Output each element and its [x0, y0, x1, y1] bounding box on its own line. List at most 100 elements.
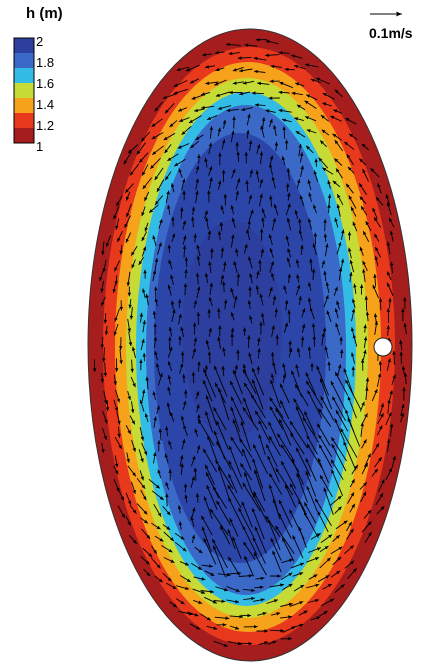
velocity-arrow — [269, 629, 285, 633]
velocity-arrow — [218, 466, 230, 499]
velocity-arrow — [175, 585, 190, 590]
velocity-arrow — [113, 399, 118, 412]
velocity-arrow — [201, 564, 213, 568]
velocity-arrow — [169, 601, 178, 608]
velocity-arrow — [290, 562, 305, 569]
velocity-arrow — [116, 411, 121, 425]
velocity-arrow — [374, 255, 379, 267]
velocity-arrow — [114, 308, 120, 322]
velocity-arrow — [195, 165, 200, 174]
velocity-arrow — [310, 362, 314, 372]
velocity-arrow — [129, 163, 140, 176]
velocity-arrow — [138, 152, 149, 163]
velocity-arrow — [334, 584, 345, 593]
velocity-arrow — [177, 143, 190, 149]
velocity-arrow — [289, 601, 304, 607]
velocity-arrow — [258, 259, 262, 272]
velocity-arrow — [131, 401, 135, 414]
velocity-arrow — [136, 142, 146, 155]
velocity-arrow — [152, 310, 157, 319]
velocity-arrow — [385, 467, 393, 481]
velocity-arrow — [171, 233, 176, 242]
velocity-arrow — [102, 347, 106, 363]
velocity-arrow — [171, 216, 175, 227]
velocity-arrow — [196, 255, 201, 266]
velocity-arrow — [127, 390, 131, 401]
velocity-arrow — [279, 81, 294, 89]
velocity-arrow — [114, 260, 121, 272]
velocity-arrow — [220, 205, 225, 215]
velocity-arrow — [296, 179, 301, 189]
velocity-arrow — [117, 505, 126, 519]
velocity-arrow — [319, 378, 333, 410]
velocity-arrow — [331, 469, 344, 496]
velocity-arrow — [243, 541, 256, 560]
velocity-arrow — [213, 365, 228, 397]
velocity-arrow — [280, 572, 293, 580]
velocity-arrow — [243, 625, 258, 629]
velocity-arrow — [128, 299, 132, 309]
velocity-arrow — [271, 325, 275, 337]
velocity-arrow — [330, 570, 341, 578]
velocity-arrow — [253, 491, 266, 512]
velocity-arrow — [125, 515, 132, 526]
velocity-arrow — [167, 153, 179, 162]
velocity-arrow — [228, 445, 242, 478]
velocity-arrow — [319, 557, 332, 569]
velocity-arrow — [285, 203, 291, 216]
velocity-arrow — [248, 140, 253, 151]
velocity-arrow — [269, 79, 280, 83]
velocity-arrow — [180, 326, 185, 338]
velocity-arrow — [348, 133, 358, 140]
velocity-arrow — [203, 368, 217, 398]
velocity-arrow — [230, 406, 240, 432]
velocity-arrow — [270, 352, 275, 364]
velocity-arrow — [196, 286, 201, 299]
velocity-arrow — [164, 102, 175, 114]
velocity-arrow — [307, 389, 323, 419]
velocity-arrow — [372, 207, 378, 219]
velocity-arrow — [291, 54, 303, 59]
velocity-arrow — [204, 157, 208, 168]
velocity-arrow — [344, 545, 354, 555]
velocity-arrow — [242, 80, 255, 85]
velocity-arrow — [307, 598, 320, 603]
velocity-arrow — [242, 406, 259, 431]
velocity-arrow — [208, 327, 212, 337]
velocity-arrow — [102, 427, 107, 441]
velocity-arrow — [311, 268, 316, 280]
velocity-arrow — [223, 193, 227, 206]
velocity-arrow — [214, 616, 230, 620]
velocity-arrow — [322, 92, 335, 100]
velocity-arrow — [145, 376, 149, 390]
velocity-arrow — [219, 221, 224, 232]
velocity-arrow — [261, 217, 265, 228]
velocity-arrow — [403, 297, 407, 310]
velocity-arrow — [323, 270, 327, 282]
velocity-arrow — [375, 196, 384, 206]
velocity-arrow — [268, 118, 273, 128]
velocity-arrow — [306, 434, 318, 455]
velocity-arrow — [334, 371, 349, 396]
velocity-arrow — [190, 476, 195, 488]
velocity-arrow — [377, 413, 384, 425]
velocity-arrow — [347, 166, 355, 174]
velocity-arrow — [246, 229, 251, 241]
velocity-arrow — [212, 486, 227, 509]
velocity-arrow — [205, 339, 210, 351]
velocity-arrow — [248, 256, 253, 269]
velocity-arrow — [191, 371, 196, 384]
velocity-arrow — [223, 261, 227, 272]
velocity-arrow — [189, 623, 201, 630]
velocity-arrow — [119, 349, 123, 365]
velocity-arrow — [347, 396, 357, 419]
velocity-arrow — [340, 229, 345, 240]
velocity-arrow — [372, 443, 380, 455]
velocity-arrow — [306, 94, 318, 101]
velocity-arrow — [311, 323, 316, 336]
velocity-arrow — [194, 428, 199, 437]
velocity-arrow — [319, 545, 329, 553]
velocity-arrow — [141, 206, 146, 217]
velocity-arrow — [123, 151, 132, 165]
velocity-arrow — [183, 424, 188, 436]
